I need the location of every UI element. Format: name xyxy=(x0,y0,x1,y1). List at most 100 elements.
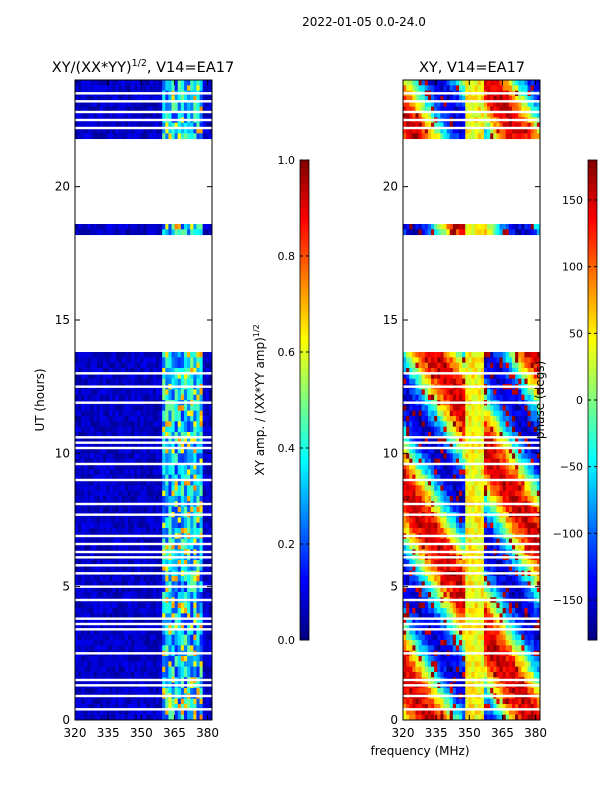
heatmap-cell xyxy=(183,128,188,134)
heatmap-cell xyxy=(171,106,176,113)
heatmap-cell xyxy=(115,490,119,497)
heatmap-cell xyxy=(155,458,160,465)
heatmap-cell xyxy=(131,517,135,524)
heatmap-cell xyxy=(196,576,200,582)
heatmap-cell xyxy=(140,704,144,710)
heatmap-cell xyxy=(183,101,188,108)
heatmap-cell xyxy=(84,496,88,502)
heatmap-cell xyxy=(84,672,88,678)
heatmap-cell xyxy=(487,112,491,118)
heatmap-cell xyxy=(199,496,204,502)
heatmap-cell xyxy=(518,378,522,385)
heatmap-cell xyxy=(109,517,113,524)
heatmap-cell xyxy=(406,106,410,113)
heatmap-cell xyxy=(418,122,423,129)
heatmap-cell xyxy=(455,410,460,417)
heatmap-cell xyxy=(424,421,429,428)
heatmap-cell xyxy=(196,666,200,673)
heatmap-cell xyxy=(530,112,535,118)
colorbar-segment xyxy=(300,300,309,305)
heatmap-cell xyxy=(462,128,466,134)
heatmap-cell xyxy=(143,613,148,620)
heatmap-cell xyxy=(424,389,429,396)
heatmap-cell xyxy=(75,496,79,502)
heatmap-cell xyxy=(193,698,197,705)
heatmap-cell xyxy=(202,645,207,652)
heatmap-cell xyxy=(127,709,132,716)
heatmap-cell xyxy=(146,576,151,582)
heatmap-cell xyxy=(159,709,163,716)
heatmap-cell xyxy=(118,624,123,630)
colorbar-segment xyxy=(300,364,309,369)
heatmap-cell xyxy=(112,506,116,513)
heatmap-cell xyxy=(418,224,423,230)
heatmap-cell xyxy=(202,378,207,385)
heatmap-cell xyxy=(121,229,126,236)
colorbar-segment xyxy=(300,488,309,493)
heatmap-cell xyxy=(208,464,213,470)
heatmap-cell xyxy=(418,357,423,364)
heatmap-cell xyxy=(474,80,479,86)
colorbar-segment xyxy=(300,328,309,333)
heatmap-cell xyxy=(205,357,210,364)
heatmap-cell xyxy=(146,661,151,668)
heatmap-cell xyxy=(78,122,82,129)
heatmap-cell xyxy=(168,469,172,476)
heatmap-cell xyxy=(202,480,207,486)
heatmap-cell xyxy=(152,698,157,705)
heatmap-cell xyxy=(99,480,104,486)
heatmap-cell xyxy=(118,586,123,593)
heatmap-cell xyxy=(455,224,460,230)
heatmap-cell xyxy=(106,490,110,497)
heatmap-cell xyxy=(202,522,207,529)
colorbar-segment xyxy=(300,460,309,465)
heatmap-cell xyxy=(174,602,179,609)
heatmap-cell xyxy=(165,229,169,236)
heatmap-cell xyxy=(90,106,95,113)
heatmap-cell xyxy=(199,426,204,433)
heatmap-cell xyxy=(190,448,194,454)
heatmap-cell xyxy=(87,506,91,513)
heatmap-cell xyxy=(180,666,185,673)
heatmap-cell xyxy=(149,421,154,428)
heatmap-cell xyxy=(84,362,88,369)
heatmap-cell xyxy=(180,496,185,502)
heatmap-cell xyxy=(518,362,522,369)
heatmap-cell xyxy=(106,624,110,630)
heatmap-cell xyxy=(187,608,191,614)
heatmap-cell xyxy=(180,362,185,369)
heatmap-cell xyxy=(177,634,182,641)
heatmap-cell xyxy=(533,352,538,358)
heatmap-cell xyxy=(87,560,91,566)
heatmap-cell xyxy=(171,362,176,369)
heatmap-cell xyxy=(124,474,129,481)
heatmap-cell xyxy=(455,101,460,108)
heatmap-cell xyxy=(418,405,423,412)
heatmap-cell xyxy=(121,426,126,433)
heatmap-cell xyxy=(440,80,444,86)
heatmap-cell xyxy=(459,224,463,230)
heatmap-cell xyxy=(121,485,126,492)
heatmap-cell xyxy=(124,666,129,673)
heatmap-cell xyxy=(190,586,194,593)
heatmap-cell xyxy=(502,405,507,412)
amplitude-colorbar-label: XY amp. / (XX*YY amp)1/2 xyxy=(252,324,267,475)
heatmap-cell xyxy=(168,661,172,668)
heatmap-cell xyxy=(431,378,435,385)
heatmap-cell xyxy=(103,112,107,118)
heatmap-cell xyxy=(437,101,441,108)
heatmap-cell xyxy=(112,405,116,412)
colorbar-segment xyxy=(300,264,309,269)
heatmap-cell xyxy=(465,373,469,380)
heatmap-cell xyxy=(134,469,138,476)
heatmap-cell xyxy=(180,613,185,620)
heatmap-cell xyxy=(496,106,500,113)
colorbar-segment xyxy=(300,376,309,381)
heatmap-cell xyxy=(99,506,104,513)
heatmap-cell xyxy=(202,688,207,694)
heatmap-cell xyxy=(131,634,135,641)
heatmap-cell xyxy=(81,229,85,236)
heatmap-cell xyxy=(155,453,160,460)
heatmap-cell xyxy=(152,496,157,502)
heatmap-cell xyxy=(183,586,188,593)
